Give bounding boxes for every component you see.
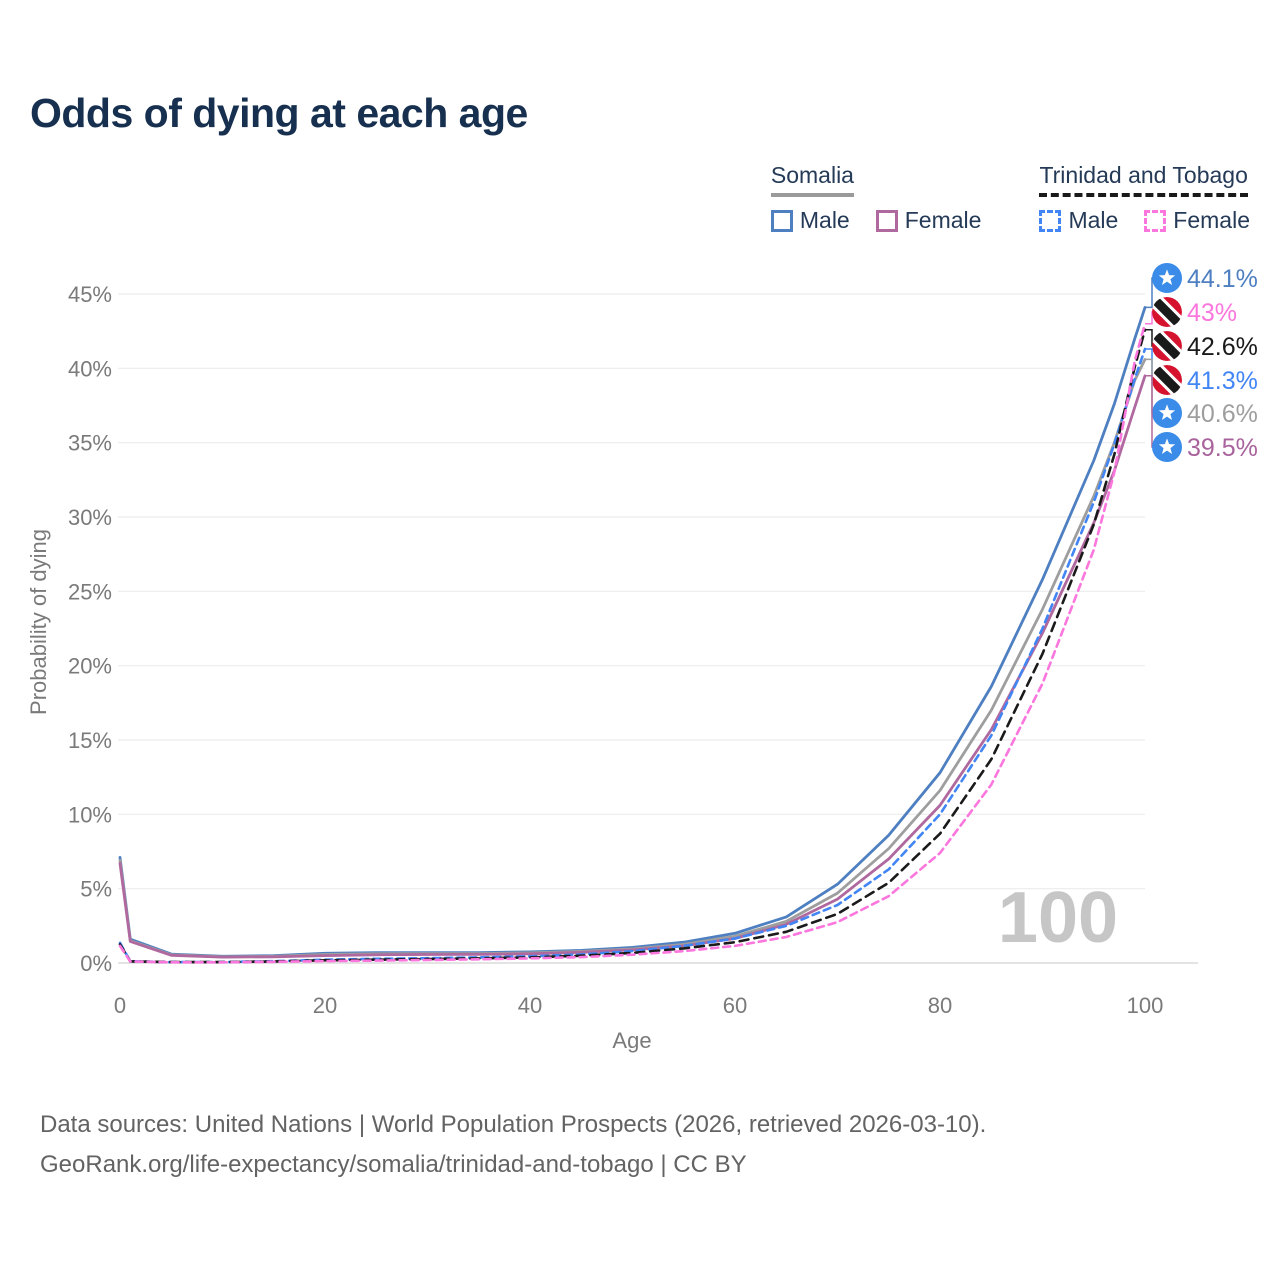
legend-group-somalia: Somalia Male Female: [770, 162, 982, 234]
legend-item-label: Female: [1173, 207, 1250, 233]
legend: Somalia Male Female Trinidad and Tobago …: [770, 162, 1250, 234]
series-line-tf[interactable]: [118, 322, 1147, 964]
x-tick-0: 0: [114, 993, 126, 1018]
x-tick-40: 40: [518, 993, 542, 1018]
legend-item-label: Female: [904, 207, 982, 233]
y-tick-15: 15%: [68, 728, 112, 753]
y-tick-10: 10%: [68, 802, 112, 827]
end-label-sa: 40.6%: [1187, 400, 1258, 428]
end-label-sm: 44.1%: [1187, 265, 1258, 293]
y-tick-45: 45%: [68, 282, 112, 307]
somalia-flag-icon: [1152, 263, 1182, 293]
page-title: Odds of dying at each age: [30, 90, 528, 136]
footer-attribution: GeoRank.org/life-expectancy/somalia/trin…: [40, 1151, 747, 1178]
series-line-sf[interactable]: [118, 374, 1147, 959]
end-label-tm: 41.3%: [1187, 367, 1258, 395]
y-tick-25: 25%: [68, 579, 112, 604]
tt-female-swatch-icon: [1144, 209, 1167, 232]
tt-male-swatch-icon: [1039, 209, 1062, 232]
y-tick-0: 0%: [80, 951, 112, 976]
series-line-tm[interactable]: [118, 347, 1147, 964]
series-line-ta[interactable]: [118, 328, 1147, 964]
end-label-tf: 43%: [1187, 299, 1237, 327]
legend-item-tt-male[interactable]: Male: [1039, 207, 1118, 234]
y-tick-35: 35%: [68, 431, 112, 456]
somalia-flag-icon: [1152, 398, 1182, 428]
legend-item-somalia-male[interactable]: Male: [770, 207, 850, 234]
footer: Data sources: United Nations | World Pop…: [40, 1105, 986, 1185]
series-line-sa[interactable]: [118, 358, 1147, 959]
x-tick-100: 100: [1127, 993, 1164, 1018]
legend-header-somalia: Somalia: [770, 162, 854, 197]
x-tick-60: 60: [723, 993, 747, 1018]
legend-item-label: Male: [799, 207, 850, 233]
x-tick-80: 80: [928, 993, 952, 1018]
series-line-sm[interactable]: [118, 306, 1147, 958]
end-label-ta: 42.6%: [1187, 333, 1258, 361]
legend-item-label: Male: [1068, 207, 1119, 233]
somalia-male-swatch-icon: [770, 209, 793, 232]
legend-item-tt-female[interactable]: Female: [1144, 207, 1250, 234]
y-tick-40: 40%: [68, 356, 112, 381]
legend-header-trinidad-and-tobago: Trinidad and Tobago: [1039, 162, 1248, 197]
line-chart: 100 0% 5% 10% 15% 20% 25% 30% 35% 40% 45% 0 20 40 60 8…: [26, 263, 1258, 1053]
y-tick-30: 30%: [68, 505, 112, 530]
somalia-female-swatch-icon: [875, 209, 898, 232]
footer-data-sources: Data sources: United Nations | World Pop…: [40, 1111, 987, 1138]
end-label-sf: 39.5%: [1187, 434, 1258, 462]
x-tick-20: 20: [313, 993, 337, 1018]
somalia-flag-icon: [1152, 432, 1182, 462]
legend-group-trinidad-and-tobago: Trinidad and Tobago Male Female: [1039, 162, 1250, 234]
legend-item-somalia-female[interactable]: Female: [875, 207, 982, 234]
x-axis-title: Age: [612, 1028, 651, 1053]
y-tick-5: 5%: [80, 877, 112, 902]
age-cursor-watermark: 100: [998, 878, 1118, 958]
y-tick-20: 20%: [68, 654, 112, 679]
y-axis-title: Probability of dying: [26, 529, 51, 715]
